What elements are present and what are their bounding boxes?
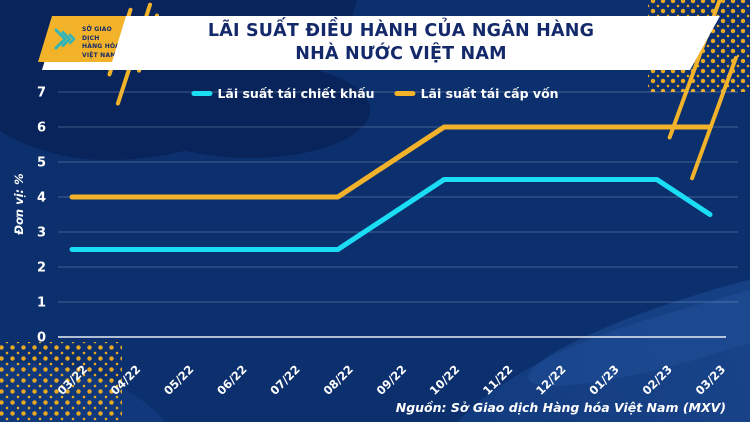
x-tick-label: 01/23 <box>586 362 622 398</box>
dark-wave-decoration <box>130 62 370 158</box>
x-tick-label: 09/22 <box>374 362 410 398</box>
page-title: LÃI SUẤT ĐIỀU HÀNH CỦA NGÂN HÀNG NHÀ NƯỚ… <box>140 20 662 66</box>
y-tick-label: 4 <box>37 191 46 206</box>
y-tick-label: 5 <box>37 156 46 171</box>
y-tick-label: 1 <box>37 296 46 311</box>
source-attribution: Nguồn: Sở Giao dịch Hàng hóa Việt Nam (M… <box>395 400 726 415</box>
y-tick-label: 2 <box>37 261 46 276</box>
mxv-logo-text: SỞ GIAO DỊCH HÀNG HÓA VIỆT NAM <box>82 26 126 61</box>
mxv-logo: SỞ GIAO DỊCH HÀNG HÓA VIỆT NAM <box>38 16 126 62</box>
y-tick-label: 7 <box>37 86 46 101</box>
series-line-Lãi suất tái cấp vốn <box>69 124 713 200</box>
x-tick-label: 11/22 <box>480 362 516 398</box>
halftone-dots-decoration <box>0 342 122 422</box>
x-tick-label: 03/22 <box>55 362 91 398</box>
y-tick-label: 0 <box>37 331 46 346</box>
legend-dash-icon <box>191 90 213 97</box>
legend-label: Lãi suất tái cấp vốn <box>420 86 559 101</box>
x-tick-label: 03/23 <box>693 362 729 398</box>
logo-text-line3: VIỆT NAM <box>82 52 117 60</box>
series-line-Lãi suất tái chiết khấu <box>69 177 713 252</box>
logo-text-line1: SỞ GIAO DỊCH <box>82 26 112 42</box>
x-tick-label: 08/22 <box>320 362 356 398</box>
x-tick-label: 12/22 <box>533 362 569 398</box>
page-title-line1: LÃI SUẤT ĐIỀU HÀNH CỦA NGÂN HÀNG <box>207 21 595 41</box>
mxv-logo-icon <box>53 28 79 50</box>
x-tick-label: 10/22 <box>427 362 463 398</box>
legend-item: Lãi suất tái cấp vốn <box>394 86 559 101</box>
legend-dash-icon <box>394 90 416 97</box>
y-axis-unit-label: Đơn vị: % <box>12 173 26 235</box>
y-tick-label: 3 <box>37 226 46 241</box>
x-tick-label: 07/22 <box>267 362 303 398</box>
x-tick-label: 04/22 <box>108 362 144 398</box>
y-tick-label: 6 <box>37 121 46 136</box>
title-banner: LÃI SUẤT ĐIỀU HÀNH CỦA NGÂN HÀNG NHÀ NƯỚ… <box>42 16 720 70</box>
logo-text-line2: HÀNG HÓA <box>82 43 120 51</box>
x-tick-label: 06/22 <box>214 362 250 398</box>
legend-label: Lãi suất tái chiết khấu <box>217 86 375 101</box>
x-tick-label: 05/22 <box>161 362 197 398</box>
page-title-line2: NHÀ NƯỚC VIỆT NAM <box>295 44 507 65</box>
chart-legend: Lãi suất tái chiết khấu Lãi suất tái cấp … <box>191 86 559 101</box>
legend-item: Lãi suất tái chiết khấu <box>191 86 375 101</box>
x-tick-label: 02/23 <box>639 362 675 398</box>
